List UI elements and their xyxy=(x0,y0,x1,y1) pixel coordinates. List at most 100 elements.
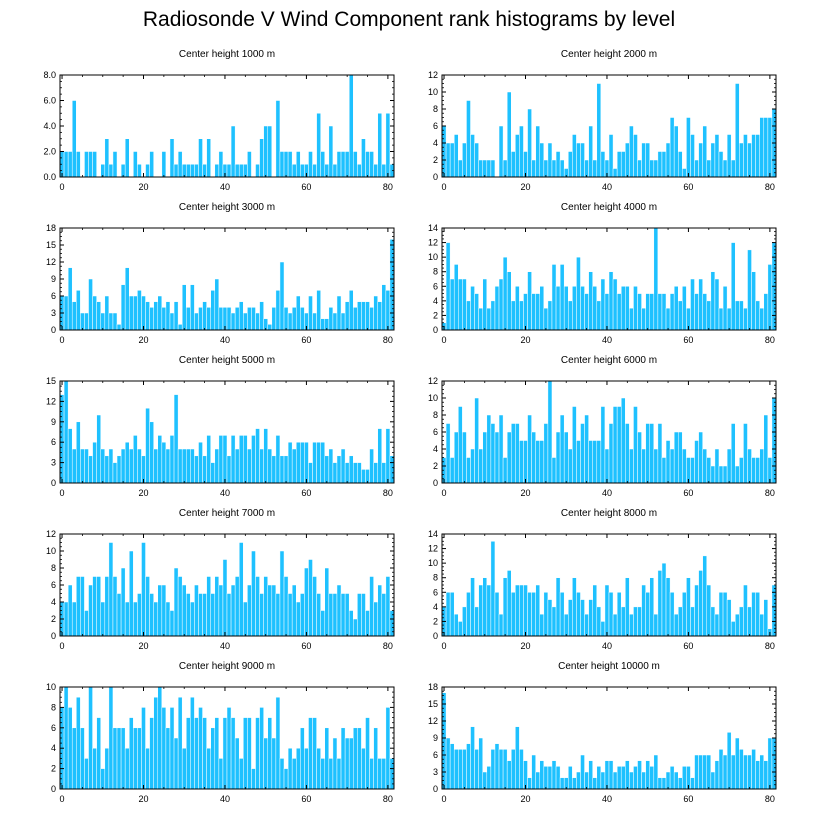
bar xyxy=(283,151,289,178)
bar xyxy=(722,465,728,484)
bar xyxy=(381,593,387,637)
bar xyxy=(234,448,240,484)
bar xyxy=(474,397,479,484)
bar xyxy=(690,777,695,790)
y-tick-label: 8.0 xyxy=(43,70,56,80)
bar xyxy=(381,284,387,331)
bar xyxy=(449,142,455,178)
bar xyxy=(584,613,589,637)
y-tick-label: 4 xyxy=(433,602,438,612)
bar xyxy=(238,164,244,178)
bar xyxy=(559,264,565,331)
bar xyxy=(547,599,553,637)
bar xyxy=(563,286,569,331)
bar xyxy=(128,717,134,790)
bar xyxy=(686,577,691,637)
bar xyxy=(645,760,650,790)
bar xyxy=(600,771,606,790)
bar xyxy=(478,584,483,637)
bar xyxy=(502,577,508,637)
bar xyxy=(259,593,264,637)
bar xyxy=(369,307,374,331)
bar xyxy=(295,441,301,484)
bar xyxy=(84,758,89,790)
bar xyxy=(559,777,565,790)
bar xyxy=(112,462,118,484)
bar xyxy=(108,448,114,484)
bar xyxy=(112,151,118,178)
bar xyxy=(568,766,573,790)
bar xyxy=(287,747,293,790)
bar xyxy=(348,737,354,790)
bar xyxy=(369,151,374,178)
y-tick-label: 4.0 xyxy=(43,121,56,131)
bar xyxy=(259,707,264,790)
x-tick-label: 60 xyxy=(301,335,311,345)
bar xyxy=(96,576,101,637)
bar xyxy=(755,300,760,331)
x-tick-label: 20 xyxy=(138,794,148,804)
bar xyxy=(112,576,118,637)
bar xyxy=(169,138,175,178)
bar xyxy=(682,766,687,790)
bar xyxy=(673,771,679,790)
bar xyxy=(698,754,703,790)
bar xyxy=(478,307,483,331)
y-tick-label: 10 xyxy=(428,252,438,262)
panel-title: Center height 5000 m xyxy=(179,355,275,366)
bar xyxy=(324,727,330,790)
bar xyxy=(698,142,703,178)
bar xyxy=(510,300,516,331)
bar xyxy=(466,592,471,637)
bar xyxy=(702,293,708,331)
bar xyxy=(506,431,512,484)
x-tick-label: 60 xyxy=(683,641,693,651)
bar xyxy=(453,613,459,637)
bar xyxy=(645,142,650,178)
bar xyxy=(673,286,679,331)
bar xyxy=(361,469,366,484)
bar xyxy=(76,290,81,331)
bar xyxy=(275,593,281,637)
bar xyxy=(226,307,232,331)
y-tick-label: 12 xyxy=(46,396,56,406)
bar xyxy=(482,577,488,637)
bar xyxy=(218,758,224,790)
bar xyxy=(377,584,383,637)
bar xyxy=(214,576,220,637)
bar xyxy=(494,743,500,790)
bar xyxy=(572,577,577,637)
bar xyxy=(673,125,679,178)
bar xyxy=(637,431,642,484)
bar xyxy=(710,271,716,331)
bar xyxy=(743,584,748,637)
x-tick-label: 60 xyxy=(301,182,311,192)
bar xyxy=(588,125,593,178)
bar xyxy=(124,747,130,790)
bar xyxy=(336,295,342,331)
x-tick-label: 0 xyxy=(442,335,447,345)
y-tick-label: 12 xyxy=(46,257,56,267)
bar xyxy=(369,758,374,790)
bar xyxy=(612,168,618,178)
bar xyxy=(641,307,646,331)
bar xyxy=(161,707,167,790)
y-tick-label: 3 xyxy=(433,767,438,777)
x-tick-label: 60 xyxy=(683,488,693,498)
bar xyxy=(255,576,260,637)
bar xyxy=(722,159,728,178)
bar xyxy=(641,448,646,484)
bar xyxy=(133,435,138,484)
bar xyxy=(531,431,536,484)
bar xyxy=(206,576,211,637)
bar xyxy=(137,448,142,484)
y-tick-label: 8 xyxy=(51,702,56,712)
bar xyxy=(279,261,285,331)
bar xyxy=(661,293,667,331)
bar xyxy=(592,777,598,790)
bar xyxy=(222,435,228,484)
panel-3: Center height 3000 m 0 3 6 9 12 15 18 0 20 40 60 80 xyxy=(46,202,395,345)
x-tick-label: 20 xyxy=(520,335,530,345)
y-tick-label: 2.0 xyxy=(43,147,56,157)
bar xyxy=(690,457,695,484)
